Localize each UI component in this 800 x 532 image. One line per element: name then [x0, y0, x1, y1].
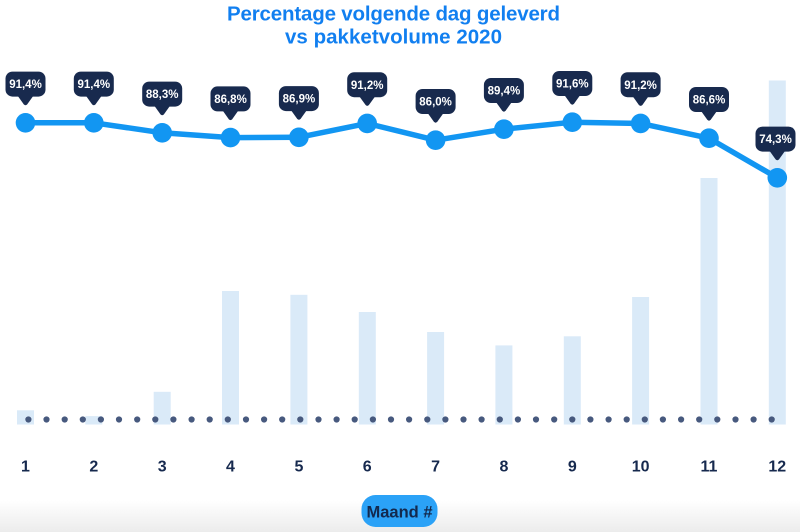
svg-text:91,2%: 91,2%	[351, 80, 384, 92]
svg-text:7: 7	[431, 459, 440, 476]
svg-text:86,0%: 86,0%	[419, 97, 452, 109]
svg-text:10: 10	[632, 459, 650, 476]
svg-text:12: 12	[768, 459, 786, 476]
svg-text:3: 3	[158, 459, 167, 476]
svg-text:91,2%: 91,2%	[624, 80, 657, 92]
svg-text:4: 4	[226, 459, 235, 476]
svg-text:Maand #: Maand #	[366, 504, 432, 522]
svg-text:Percentage volgende dag geleve: Percentage volgende dag geleverd	[227, 3, 560, 26]
svg-text:86,8%: 86,8%	[214, 94, 247, 106]
svg-text:11: 11	[701, 459, 718, 476]
svg-text:91,6%: 91,6%	[556, 79, 589, 91]
svg-text:9: 9	[568, 459, 577, 476]
svg-text:vs pakketvolume 2020: vs pakketvolume 2020	[285, 26, 502, 49]
svg-text:5: 5	[294, 459, 303, 476]
svg-text:89,4%: 89,4%	[488, 86, 521, 98]
svg-text:86,9%: 86,9%	[283, 94, 316, 106]
svg-text:91,4%: 91,4%	[9, 79, 42, 91]
svg-text:86,6%: 86,6%	[693, 95, 726, 107]
svg-text:88,3%: 88,3%	[146, 89, 179, 101]
svg-text:1: 1	[21, 459, 30, 476]
svg-text:74,3%: 74,3%	[759, 134, 792, 146]
svg-text:8: 8	[499, 459, 508, 476]
svg-text:6: 6	[363, 459, 372, 476]
svg-text:91,4%: 91,4%	[77, 79, 110, 91]
svg-text:2: 2	[89, 459, 98, 476]
